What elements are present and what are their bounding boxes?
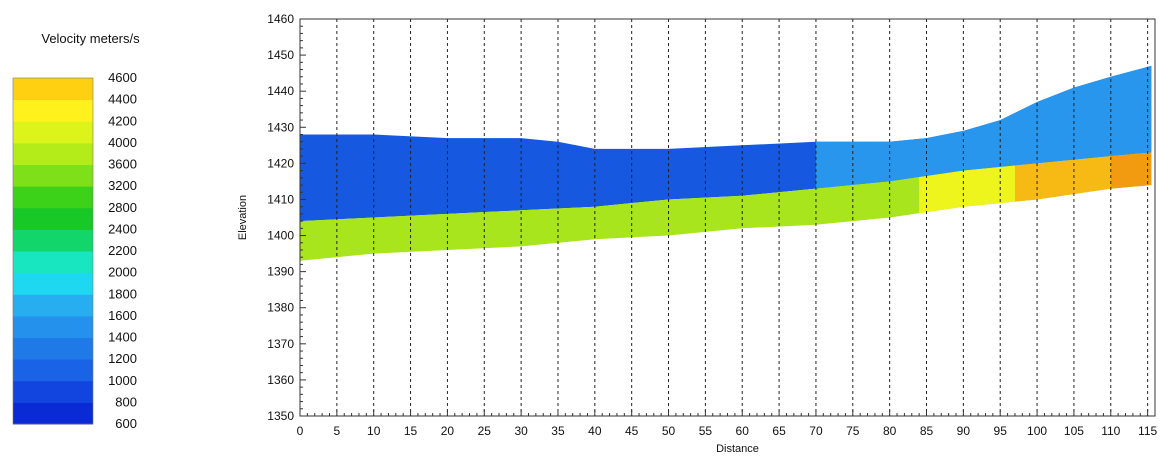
colorbar-band — [13, 99, 93, 122]
x-tick-label: 80 — [883, 424, 897, 438]
colorbar-tick-label: 600 — [115, 416, 137, 431]
x-tick-label: 0 — [297, 424, 304, 438]
y-tick-label: 1360 — [267, 373, 294, 387]
x-axis-label: Distance — [716, 443, 759, 455]
colorbar-band — [13, 186, 93, 209]
y-tick-label: 1440 — [267, 84, 294, 98]
x-tick-label: 95 — [994, 424, 1008, 438]
layer-upper — [300, 65, 1152, 222]
x-tick-label: 65 — [772, 424, 786, 438]
layer-lower-patch-3 — [1110, 152, 1152, 189]
colorbar-tick-label: 1000 — [108, 373, 137, 388]
x-tick-label: 25 — [478, 424, 492, 438]
colorbar-tick-label: 2800 — [108, 200, 137, 215]
colorbar-band — [13, 78, 93, 101]
colorbar-tick-label: 1200 — [108, 351, 137, 366]
colorbar-band — [13, 337, 93, 360]
y-axis-label: Elevation — [237, 195, 249, 240]
plot-area — [300, 65, 1152, 261]
colorbar-tick-label: 2200 — [108, 243, 137, 258]
x-tick-label: 90 — [957, 424, 971, 438]
x-tick-label: 20 — [441, 424, 455, 438]
x-tick-label: 10 — [367, 424, 381, 438]
colorbar-band — [13, 229, 93, 252]
colorbar-band — [13, 402, 93, 425]
colorbar-tick-label: 4400 — [108, 92, 137, 107]
y-tick-label: 1410 — [267, 192, 294, 206]
colorbar-band — [13, 121, 93, 144]
y-tick-label: 1390 — [267, 265, 294, 279]
colorbar-tick-label: 1800 — [108, 286, 137, 301]
x-tick-label: 35 — [551, 424, 565, 438]
x-tick-label: 45 — [625, 424, 639, 438]
colorbar-tick-label: 4200 — [108, 113, 137, 128]
y-tick-label: 1370 — [267, 337, 294, 351]
colorbar-tick-label: 3200 — [108, 178, 137, 193]
y-tick-label: 1380 — [267, 301, 294, 315]
x-tick-label: 55 — [699, 424, 713, 438]
colorbar-tick-label: 4600 — [108, 70, 137, 85]
y-tick-label: 1460 — [267, 12, 294, 26]
x-tick-label: 5 — [334, 424, 341, 438]
legend-title: Velocity meters/s — [41, 31, 140, 46]
colorbar-tick-label: 1600 — [108, 308, 137, 323]
x-tick-label: 15 — [404, 424, 418, 438]
y-tick-label: 1430 — [267, 120, 294, 134]
colorbar-tick-label: 3600 — [108, 157, 137, 172]
colorbar-tick-label: 1400 — [108, 330, 137, 345]
x-tick-label: 40 — [588, 424, 602, 438]
colorbar-band — [13, 207, 93, 230]
y-tick-label: 1350 — [267, 409, 294, 423]
colorbar-tick-label: 4000 — [108, 135, 137, 150]
colorbar-tick-label: 800 — [115, 394, 137, 409]
colorbar-band — [13, 272, 93, 295]
x-tick-label: 75 — [846, 424, 860, 438]
colorbar-band — [13, 315, 93, 338]
x-tick-label: 30 — [514, 424, 528, 438]
y-tick-label: 1400 — [267, 229, 294, 243]
colorbar-band — [13, 251, 93, 274]
colorbar-band — [13, 142, 93, 165]
x-tick-label: 115 — [1138, 424, 1157, 438]
y-tick-label: 1420 — [267, 156, 294, 170]
x-tick-label: 105 — [1064, 424, 1084, 438]
colorbar-band — [13, 164, 93, 187]
x-tick-label: 100 — [1027, 424, 1047, 438]
x-tick-label: 60 — [736, 424, 750, 438]
colorbar-frame — [12, 77, 94, 425]
colorbar-band — [13, 380, 93, 403]
colorbar-tick-label: 2000 — [108, 265, 137, 280]
x-tick-label: 110 — [1101, 424, 1120, 438]
layer-lower-patch-1 — [919, 165, 1015, 214]
x-tick-label: 50 — [662, 424, 676, 438]
layer-upper-east — [815, 65, 1152, 189]
x-tick-label: 85 — [920, 424, 934, 438]
x-tick-label: 70 — [809, 424, 823, 438]
colorbar-band — [13, 294, 93, 317]
y-tick-label: 1450 — [267, 48, 294, 62]
colorbar-band — [13, 359, 93, 382]
colorbar-tick-label: 2400 — [108, 221, 137, 236]
